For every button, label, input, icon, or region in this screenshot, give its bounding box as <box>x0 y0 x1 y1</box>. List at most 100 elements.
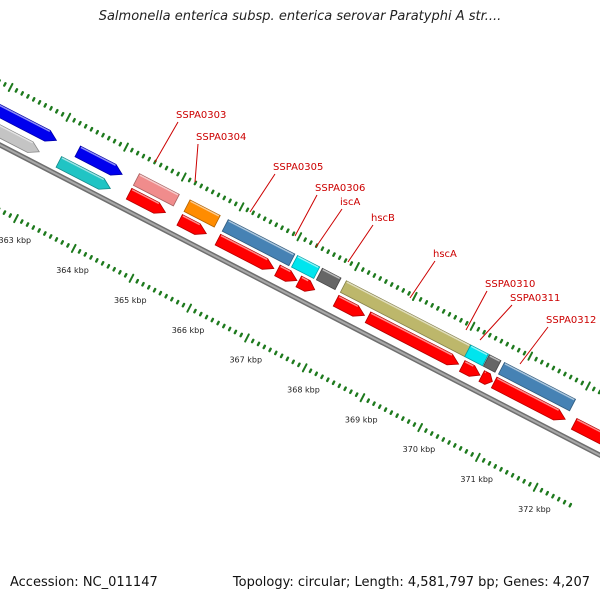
minor-tick <box>297 362 301 368</box>
minor-tick <box>325 377 330 383</box>
leader-line <box>315 208 343 248</box>
minor-tick <box>262 216 267 222</box>
minor-tick <box>309 240 313 246</box>
minor-tick <box>349 261 354 266</box>
minor-tick <box>250 338 255 344</box>
minor-tick <box>227 326 232 332</box>
left-gene-grey <box>0 100 40 153</box>
tick-label: 364 kbp <box>56 266 89 275</box>
minor-tick <box>193 180 198 186</box>
minor-tick <box>337 255 342 260</box>
major-tick <box>123 142 129 152</box>
minor-tick <box>568 374 573 380</box>
major-tick <box>417 422 424 433</box>
minor-tick <box>568 502 573 508</box>
minor-tick <box>130 147 134 153</box>
gene-labels: SSPA0303 SSPA0304 SSPA0305 SSPA0306 iscA hscB… <box>176 110 596 326</box>
major-tick <box>244 333 250 343</box>
major-tick <box>181 172 187 182</box>
major-tick <box>7 82 14 93</box>
minor-tick <box>118 269 122 275</box>
label-leaders <box>154 121 549 365</box>
cds-arrow <box>458 360 481 377</box>
minor-tick <box>43 231 47 236</box>
minor-tick <box>54 237 59 242</box>
gene-box-g0305 <box>221 219 296 267</box>
minor-tick <box>147 284 151 290</box>
minor-tick <box>303 237 307 243</box>
minor-tick <box>395 285 400 290</box>
minor-tick <box>199 183 203 189</box>
minor-tick <box>152 287 157 293</box>
tick-label: 367 kbp <box>229 356 262 365</box>
minor-tick <box>251 210 255 216</box>
major-tick <box>13 214 19 224</box>
minor-tick <box>222 323 226 329</box>
minor-tick <box>164 293 168 299</box>
minor-tick <box>389 410 394 415</box>
minor-tick <box>516 475 521 481</box>
gene-label: hscA <box>433 249 457 260</box>
minor-tick <box>401 288 406 293</box>
minor-tick <box>95 129 100 135</box>
minor-tick <box>222 195 227 201</box>
minor-tick <box>158 162 163 168</box>
minor-tick <box>522 350 527 356</box>
minor-tick <box>361 267 365 272</box>
minor-tick <box>406 419 411 424</box>
gene-box-g0311 <box>497 361 577 412</box>
gene-box-g0306 <box>290 254 321 280</box>
minor-tick <box>447 440 451 445</box>
major-tick <box>354 262 360 272</box>
minor-tick <box>430 303 434 308</box>
minor-tick <box>562 499 567 505</box>
minor-tick <box>78 120 82 126</box>
minor-tick <box>453 314 458 320</box>
minor-tick <box>504 469 509 475</box>
minor-tick <box>459 317 463 323</box>
minor-tick <box>55 108 59 114</box>
cds-arrow <box>364 311 460 366</box>
minor-tick <box>216 320 220 326</box>
minor-tick <box>274 222 279 228</box>
major-tick <box>585 381 591 391</box>
genome-backbone <box>0 142 600 459</box>
minor-tick <box>187 177 192 183</box>
minor-tick <box>239 332 243 338</box>
minor-tick <box>343 386 347 392</box>
major-tick <box>527 351 534 361</box>
minor-tick <box>100 260 105 266</box>
minor-tick <box>407 291 411 296</box>
minor-tick <box>170 168 175 174</box>
minor-tick <box>291 359 295 365</box>
minor-tick <box>95 258 99 263</box>
minor-tick <box>383 407 388 412</box>
cds-arrow <box>490 376 566 421</box>
minor-tick <box>493 464 498 469</box>
major-tick <box>532 482 539 492</box>
map-title: Salmonella enterica subsp. enterica sero… <box>98 9 502 24</box>
tick-label: 368 kbp <box>287 385 320 394</box>
tick-label: 371 kbp <box>460 475 493 484</box>
minor-tick <box>332 252 336 257</box>
minor-tick <box>453 443 457 448</box>
tick-label: 363 kbp <box>0 236 31 245</box>
minor-tick <box>487 461 492 466</box>
minor-tick <box>210 317 215 323</box>
tick-label: 369 kbp <box>345 415 378 424</box>
minor-tick <box>25 222 30 227</box>
leader-line <box>465 290 488 331</box>
gene-label: iscA <box>340 197 360 208</box>
gene-label: SSPA0311 <box>510 293 560 304</box>
gene-label: SSPA0304 <box>196 132 246 143</box>
minor-tick <box>205 186 209 192</box>
minor-tick <box>118 141 123 147</box>
minor-tick <box>77 249 82 254</box>
major-tick <box>301 363 308 373</box>
gene-box-ghscB <box>339 280 472 358</box>
minor-tick <box>528 481 532 487</box>
leader-line <box>194 143 199 183</box>
minor-tick <box>372 401 376 407</box>
major-tick <box>411 291 418 301</box>
minor-tick <box>378 276 382 281</box>
